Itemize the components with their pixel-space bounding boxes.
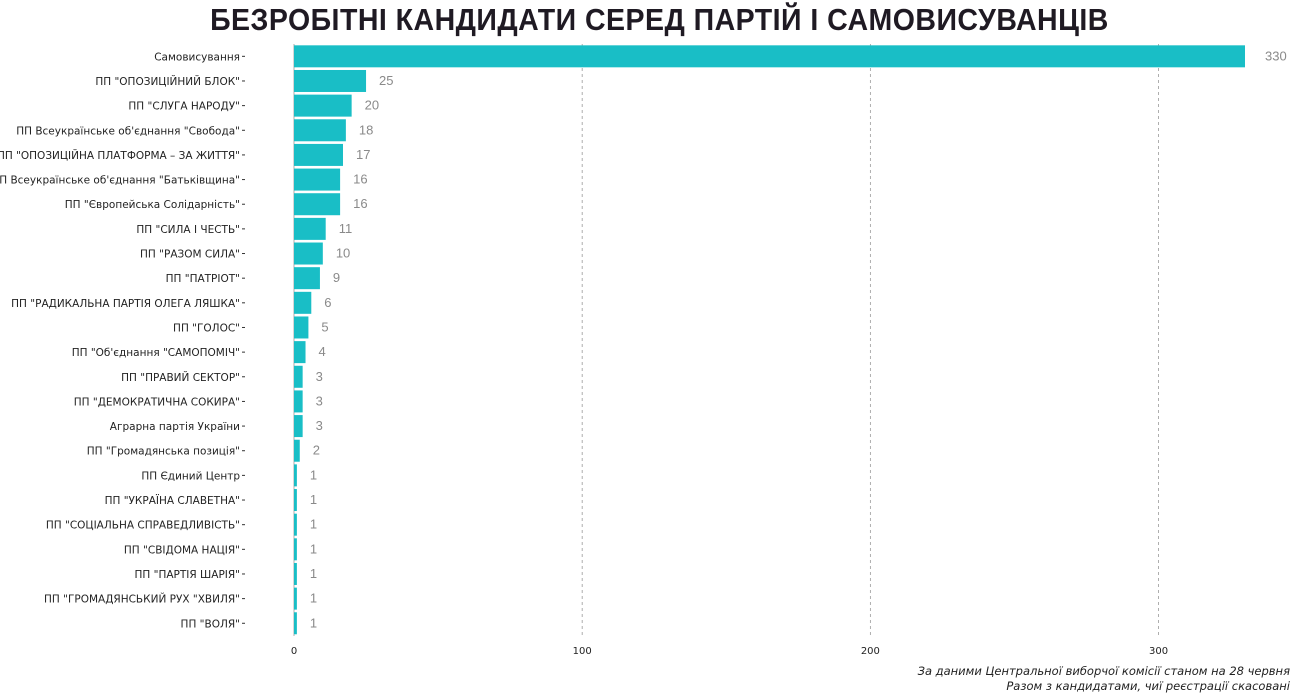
category-label: ПП "ГОЛОС" xyxy=(173,322,240,334)
value-label: 11 xyxy=(339,221,353,236)
bar xyxy=(294,168,341,191)
bar xyxy=(294,562,297,585)
bar xyxy=(294,341,306,364)
category-label: ПП "РАДИКАЛЬНА ПАРТІЯ ОЛЕГА ЛЯШКА" xyxy=(11,298,240,310)
bar xyxy=(294,489,297,512)
value-label: 5 xyxy=(321,319,328,334)
value-label: 16 xyxy=(353,196,367,211)
bar xyxy=(294,316,309,339)
value-label: 3 xyxy=(316,393,323,408)
value-label: 18 xyxy=(359,122,373,137)
category-label: ПП Всеукраїнське об'єднання "Батьківщина… xyxy=(0,175,240,187)
source-caption: За даними Центральної виборчої комісії с… xyxy=(917,664,1290,678)
value-label: 20 xyxy=(365,98,379,113)
value-label: 1 xyxy=(310,492,317,507)
category-label: ПП "ДЕМОКРАТИЧНА СОКИРА" xyxy=(74,396,240,408)
value-label: 3 xyxy=(316,418,323,433)
category-label: ПП "ПАТРІОТ" xyxy=(166,273,240,285)
value-label: 1 xyxy=(310,467,317,482)
value-label: 330 xyxy=(1265,48,1287,63)
note-caption: Разом з кандидатами, чиї реєстрації скас… xyxy=(1006,679,1290,693)
category-label: ПП "СЛУГА НАРОДУ" xyxy=(128,101,240,113)
bar xyxy=(294,242,323,265)
bar xyxy=(294,587,297,610)
bar xyxy=(294,143,343,166)
bar xyxy=(294,69,367,92)
bars xyxy=(294,45,1245,635)
value-label: 17 xyxy=(356,147,370,162)
bar xyxy=(294,538,297,561)
category-label: ПП "ГРОМАДЯНСЬКИЙ РУХ "ХВИЛЯ" xyxy=(44,593,240,606)
x-tick-label: 100 xyxy=(573,646,592,657)
value-label: 4 xyxy=(319,344,326,359)
x-tick-label: 300 xyxy=(1149,646,1168,657)
category-label: ПП "ВОЛЯ" xyxy=(181,618,240,630)
bar xyxy=(294,439,300,462)
value-label: 1 xyxy=(310,541,317,556)
bar xyxy=(294,119,346,142)
bar xyxy=(294,464,297,487)
value-label: 3 xyxy=(316,369,323,384)
value-label: 10 xyxy=(336,246,350,261)
value-label: 1 xyxy=(310,517,317,532)
value-label: 1 xyxy=(310,566,317,581)
category-label: ПП "СИЛА І ЧЕСТЬ" xyxy=(136,224,240,236)
category-label: Аграрна партія України xyxy=(110,421,240,433)
value-label: 9 xyxy=(333,270,340,285)
category-label: ПП "Об'єднання "САМОПОМІЧ" xyxy=(72,347,240,359)
category-label: ПП Єдиний Центр xyxy=(141,470,240,482)
category-label: ПП "Європейська Солідарність" xyxy=(65,199,240,211)
chart-title: БЕЗРОБІТНІ КАНДИДАТИ СЕРЕД ПАРТІЙ І САМО… xyxy=(210,2,1109,37)
x-axis-ticks: 0 100 200 300 xyxy=(291,646,1168,657)
bar xyxy=(294,45,1245,68)
category-labels: Самовисування ПП "ОПОЗИЦІЙНИЙ БЛОК" ПП "СЛ… xyxy=(0,51,245,630)
category-label: ПП "СВІДОМА НАЦІЯ" xyxy=(124,544,240,556)
value-label: 1 xyxy=(310,615,317,630)
value-label: 2 xyxy=(313,443,320,458)
category-label: Самовисування xyxy=(154,51,240,63)
value-label: 16 xyxy=(353,172,367,187)
value-label: 25 xyxy=(379,73,393,88)
category-label: ПП "ОПОЗИЦІЙНА ПЛАТФОРМА – ЗА ЖИТТЯ" xyxy=(0,149,240,162)
grid-lines xyxy=(293,44,1159,636)
bar xyxy=(294,390,303,413)
value-label: 1 xyxy=(310,591,317,606)
category-label: ПП "РАЗОМ СИЛА" xyxy=(140,249,240,261)
category-label: ПП "ПРАВИЙ СЕКТОР" xyxy=(121,371,240,384)
x-tick-label: 200 xyxy=(861,646,880,657)
value-label: 6 xyxy=(324,295,331,310)
category-label: ПП "Громадянська позиція" xyxy=(87,446,240,458)
category-label: ПП "УКРАЇНА СЛАВЕТНА" xyxy=(105,494,240,507)
bar xyxy=(294,193,341,216)
x-tick-label: 0 xyxy=(291,646,297,657)
bar xyxy=(294,94,352,117)
bar xyxy=(294,415,303,438)
bar xyxy=(294,267,320,290)
category-label: ПП "ПАРТІЯ ШАРІЯ" xyxy=(135,569,240,581)
category-label: ПП "ОПОЗИЦІЙНИЙ БЛОК" xyxy=(95,75,240,88)
category-label: ПП "СОЦІАЛЬНА СПРАВЕДЛИВІСТЬ" xyxy=(46,520,240,532)
bar xyxy=(294,365,303,388)
category-label: ПП Всеукраїнське об'єднання "Свобода" xyxy=(16,125,240,137)
bar xyxy=(294,513,297,536)
bar xyxy=(294,612,297,635)
bar xyxy=(294,217,326,240)
bar xyxy=(294,291,312,314)
